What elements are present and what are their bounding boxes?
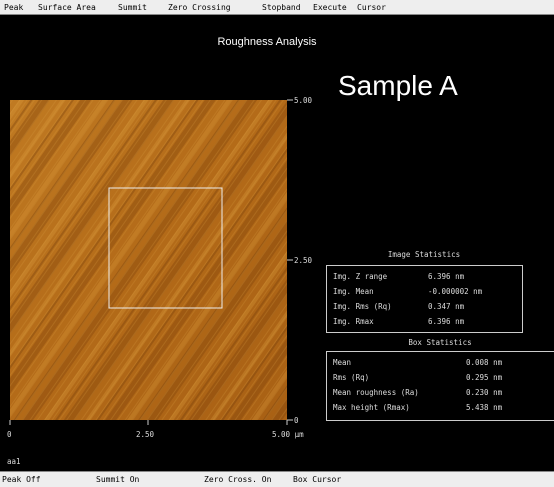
menu-item[interactable]: Surface Area (38, 3, 96, 12)
stat-value: 0.347 nm (428, 302, 464, 311)
stat-label: Img. Rms (Rq) (333, 302, 392, 311)
status-item: Zero Cross. On (204, 475, 271, 484)
status-item: Peak Off (2, 475, 41, 484)
stat-label: Img. Rmax (333, 317, 374, 326)
status-item: Box Cursor (293, 475, 341, 484)
stat-label: Mean roughness (Ra) (333, 388, 419, 397)
status-bar: Peak Off Summit On Zero Cross. On Box Cu… (0, 471, 554, 487)
stat-label: Max height (Rmax) (333, 403, 410, 412)
afm-image-panel (0, 96, 320, 441)
stat-label: Img. Z range (333, 272, 387, 281)
menu-item[interactable]: Summit (118, 3, 147, 12)
y-tick-label: 0 (294, 416, 299, 425)
menu-item[interactable]: Zero Crossing (168, 3, 231, 12)
stat-value: 5.438 nm (466, 403, 502, 412)
menu-item[interactable]: Stopband (262, 3, 301, 12)
status-item: Summit On (96, 475, 139, 484)
menu-item[interactable]: Peak (4, 3, 23, 12)
stat-value: -0.000002 nm (428, 287, 482, 296)
sample-label: Sample A (338, 70, 458, 102)
y-tick-label: 5.00 (294, 96, 312, 105)
stat-value: 6.396 nm (428, 317, 464, 326)
stat-value: 6.396 nm (428, 272, 464, 281)
stat-value: 0.008 nm (466, 358, 502, 367)
stat-value: 0.295 nm (466, 373, 502, 382)
box-statistics: Mean 0.008 nm Rms (Rq) 0.295 nm Mean roughne… (326, 351, 554, 421)
panel-title: Image Statistics (326, 250, 522, 259)
y-tick-label: 2.50 (294, 256, 312, 265)
menu-bar: Peak Surface Area Summit Zero Crossing S… (0, 0, 554, 15)
menu-item[interactable]: Execute (313, 3, 347, 12)
file-name: aa1 (7, 457, 21, 466)
afm-texture (10, 100, 287, 420)
title: Roughness Analysis (0, 36, 534, 48)
x-tick-label: 0 (7, 430, 12, 439)
menu-item[interactable]: Cursor (357, 3, 386, 12)
x-tick-label: 2.50 (136, 430, 154, 439)
x-tick-label: 5.00 µm (272, 430, 304, 439)
image-statistics: Img. Z range 6.396 nm Img. Mean -0.000002 n… (326, 265, 523, 333)
stat-value: 0.230 nm (466, 388, 502, 397)
stat-label: Rms (Rq) (333, 373, 369, 382)
stat-label: Mean (333, 358, 351, 367)
stat-label: Img. Mean (333, 287, 374, 296)
panel-title: Box Statistics (326, 338, 554, 347)
app-window: Peak Surface Area Summit Zero Crossing S… (0, 0, 554, 486)
